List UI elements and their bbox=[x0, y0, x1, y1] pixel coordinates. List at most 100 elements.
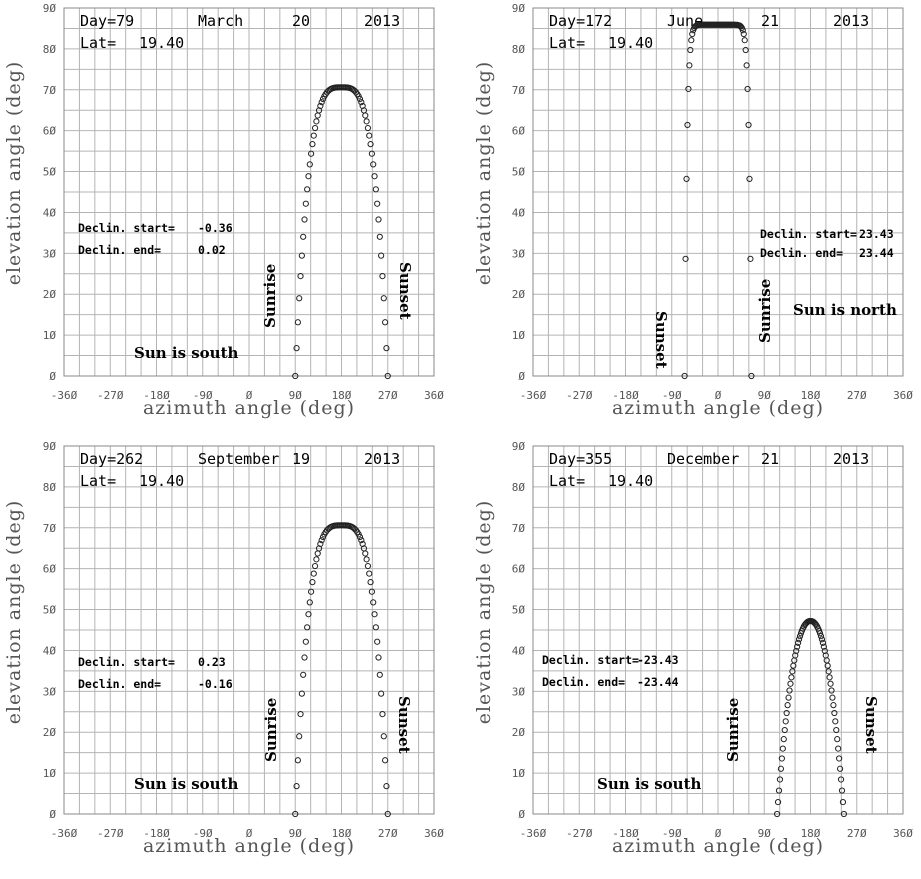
sun-position-point bbox=[380, 295, 387, 302]
y-tick-label: 1Ø bbox=[43, 329, 57, 342]
sun-position-point bbox=[382, 319, 389, 326]
sun-position-point bbox=[686, 62, 693, 69]
sun-position-point bbox=[305, 173, 312, 180]
sun-position-point bbox=[310, 570, 317, 577]
x-tick-label: 18Ø bbox=[332, 827, 352, 840]
y-tick-label: 7Ø bbox=[512, 522, 526, 535]
day-number: 355 bbox=[585, 450, 612, 468]
sun-position-point bbox=[306, 599, 313, 606]
y-axis-title: elevation angle (deg) bbox=[3, 61, 25, 286]
sun-position-point bbox=[296, 733, 303, 740]
sun-position-point bbox=[301, 654, 308, 661]
sun-position-point bbox=[834, 736, 841, 743]
sun-position-point bbox=[688, 37, 695, 44]
x-axis-title: azimuth angle (deg) bbox=[143, 835, 355, 857]
sun-position-point bbox=[367, 141, 374, 148]
sunrise-label: Sunrise bbox=[262, 698, 280, 762]
sun-position-point bbox=[832, 718, 839, 725]
sun-position-point bbox=[795, 636, 803, 643]
day-label: Day= bbox=[80, 12, 116, 30]
sun-position-point bbox=[380, 733, 387, 740]
year-label: 2013 bbox=[833, 12, 869, 30]
declination-end-value: 23.44 bbox=[859, 246, 894, 260]
x-tick-label: Ø bbox=[246, 827, 253, 840]
sun-position-point bbox=[740, 30, 747, 38]
sun-position-point bbox=[363, 556, 370, 563]
sun-position-point bbox=[824, 662, 831, 669]
sun-position-point bbox=[376, 671, 383, 678]
sun-position-point bbox=[297, 711, 304, 718]
x-tick-label: 9Ø bbox=[758, 827, 772, 840]
x-tick-label: 36Ø bbox=[893, 389, 913, 402]
sun-position-point bbox=[292, 372, 299, 380]
sun-position-point bbox=[374, 638, 381, 645]
y-tick-label: 6Ø bbox=[43, 125, 57, 138]
x-tick-label: Ø bbox=[246, 389, 253, 402]
sun-position-point bbox=[836, 755, 843, 762]
latitude-value: 19.40 bbox=[139, 34, 184, 52]
sun-position-point bbox=[835, 745, 842, 752]
sunrise-label: Sunrise bbox=[261, 264, 279, 328]
sun-position-point bbox=[745, 121, 752, 129]
sun-position-point bbox=[370, 161, 377, 168]
sun-position-point bbox=[362, 550, 369, 557]
month-label: December bbox=[667, 450, 739, 468]
y-tick-label: Ø bbox=[518, 370, 525, 383]
y-tick-label: 8Ø bbox=[43, 43, 57, 56]
sun-position-point bbox=[294, 319, 301, 326]
declination-end-label: Declin. end= bbox=[78, 243, 161, 257]
sun-position-point bbox=[356, 95, 364, 103]
x-tick-label: -27Ø bbox=[566, 389, 593, 402]
sun-position-point bbox=[300, 671, 307, 678]
sun-position-point bbox=[300, 233, 307, 240]
sun-position-point bbox=[294, 757, 301, 764]
sun-position-point bbox=[317, 102, 324, 110]
latitude-value: 19.40 bbox=[139, 472, 184, 490]
sun-position-point bbox=[819, 639, 827, 646]
y-tick-label: 2Ø bbox=[512, 726, 526, 739]
sun-position-point bbox=[313, 118, 320, 125]
sun-position-point bbox=[375, 216, 382, 223]
x-tick-label: 36Ø bbox=[893, 827, 913, 840]
year-label: 2013 bbox=[833, 450, 869, 468]
sun-position-point bbox=[379, 273, 386, 280]
sun-position-point bbox=[776, 776, 784, 783]
sun-position-point bbox=[311, 124, 319, 132]
sun-position-point bbox=[817, 633, 825, 640]
plot-frame bbox=[63, 445, 435, 815]
y-tick-label: 2Ø bbox=[43, 288, 57, 301]
x-tick-label: -18Ø bbox=[143, 827, 170, 840]
x-tick-label: -18Ø bbox=[612, 389, 639, 402]
sun-position-point bbox=[682, 255, 689, 262]
y-tick-label: 5Ø bbox=[512, 604, 526, 617]
chart-panel-2: Ø 1Ø 2Ø 3Ø 4Ø 5Ø 6Ø 7Ø 8Ø 9Ø -36Ø -27Ø -18Ø -9Ø Ø 9Ø 18Ø… bbox=[473, 2, 913, 419]
sun-position-point bbox=[379, 711, 386, 718]
date-label: 21 bbox=[761, 12, 779, 30]
y-tick-label: 4Ø bbox=[512, 206, 526, 219]
sun-position-point bbox=[362, 112, 369, 119]
x-axis-title: azimuth angle (deg) bbox=[612, 835, 824, 857]
sun-position-point bbox=[689, 30, 696, 38]
x-tick-label: -36Ø bbox=[51, 389, 78, 402]
date-label: 20 bbox=[292, 12, 310, 30]
sun-position-point bbox=[310, 132, 317, 139]
sunrise-label: Sunrise bbox=[756, 279, 774, 343]
y-tick-label: 7Ø bbox=[43, 84, 57, 97]
y-tick-label: 1Ø bbox=[512, 767, 526, 780]
sun-position-point bbox=[383, 345, 390, 352]
plot-frame bbox=[532, 445, 904, 815]
sun-position-point bbox=[378, 252, 385, 259]
y-tick-label: 4Ø bbox=[512, 644, 526, 657]
sunset-label: Sunset bbox=[396, 262, 414, 320]
plot-frame bbox=[532, 7, 904, 377]
y-tick-label: 8Ø bbox=[43, 481, 57, 494]
sun-position-point bbox=[382, 757, 389, 764]
sun-position-point bbox=[838, 787, 846, 794]
y-tick-label: 9Ø bbox=[512, 2, 526, 15]
day-header: Day=262 bbox=[80, 450, 143, 468]
year-label: 2013 bbox=[364, 12, 400, 30]
declination-start-label: Declin. start= bbox=[542, 653, 639, 667]
sun-position-point bbox=[779, 745, 786, 752]
x-tick-label: 27Ø bbox=[378, 827, 398, 840]
x-tick-label: 18Ø bbox=[332, 389, 352, 402]
